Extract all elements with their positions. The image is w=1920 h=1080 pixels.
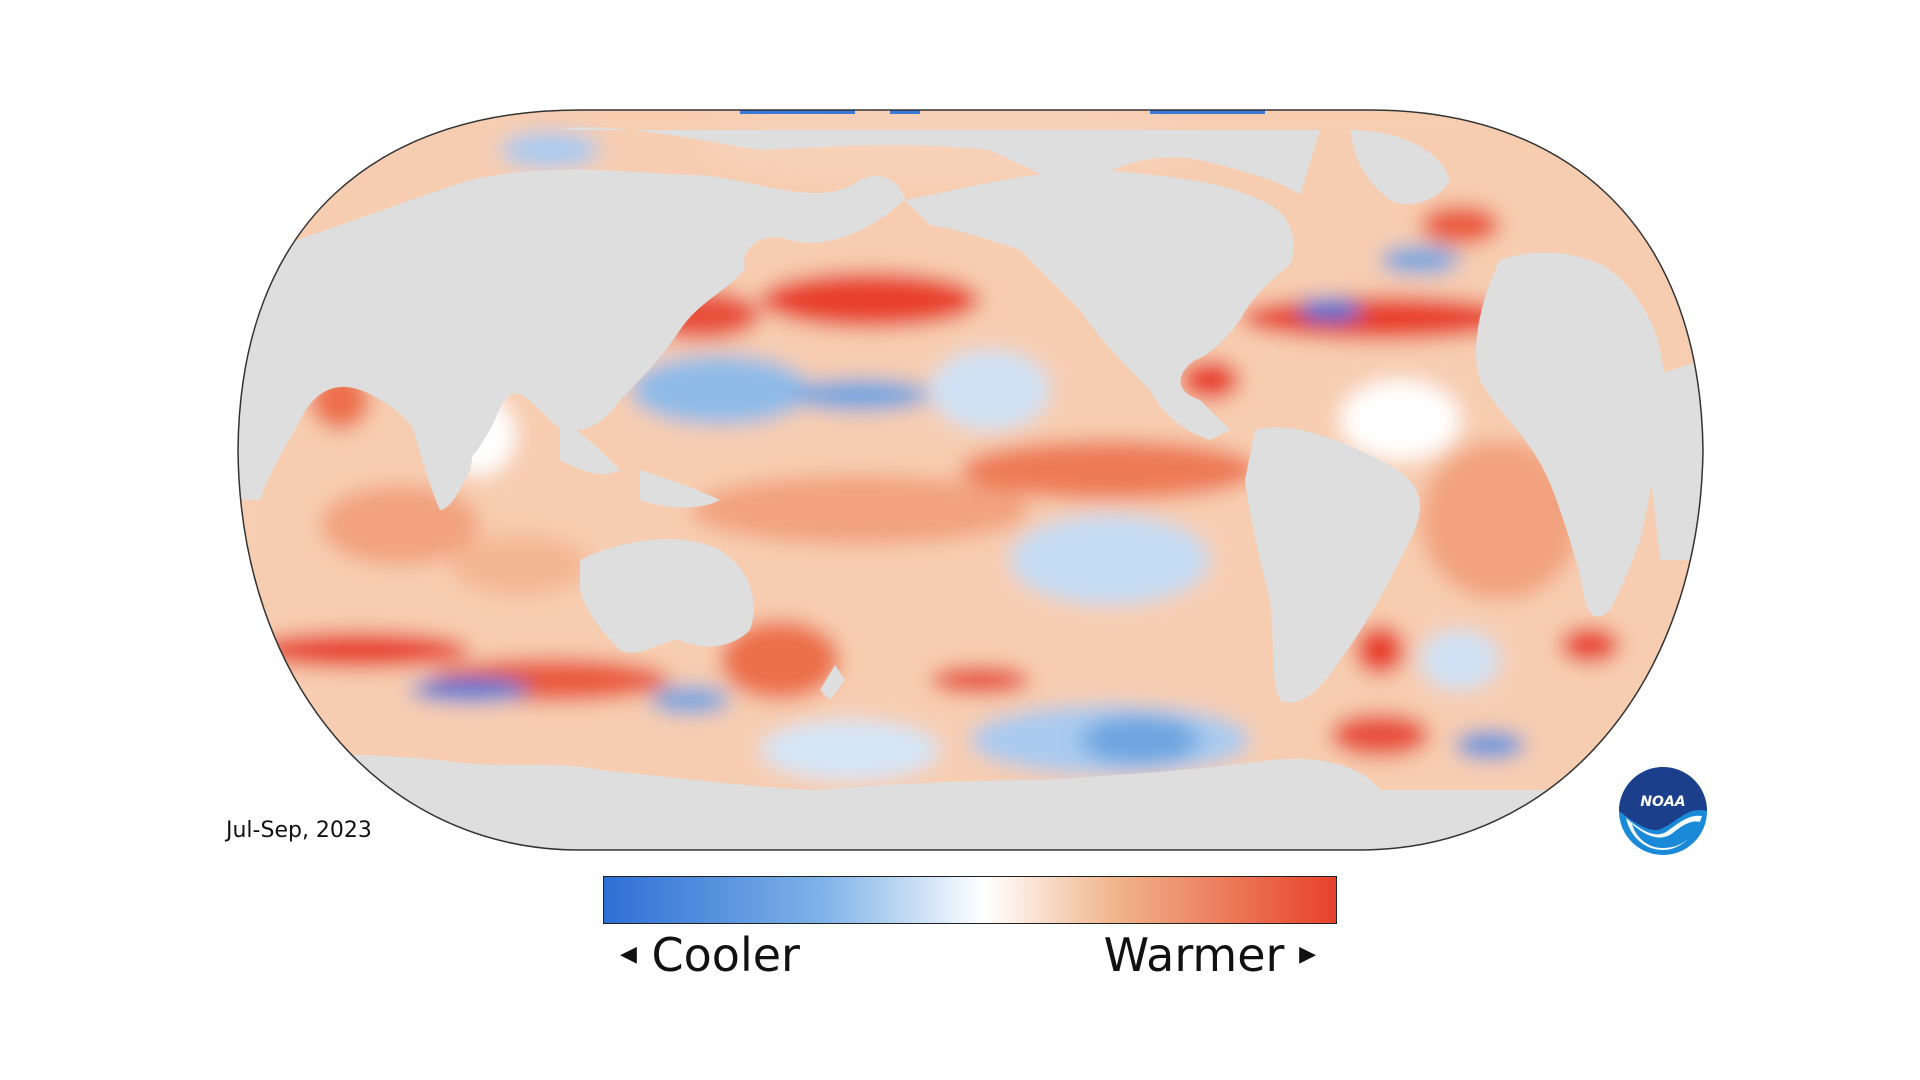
noaa-logo: NOAA <box>1619 767 1707 855</box>
map-frame <box>237 109 1704 851</box>
warmer-label: Warmer <box>1103 928 1285 982</box>
left-arrow-icon: ◀ <box>620 941 637 967</box>
noaa-logo-text: NOAA <box>1640 794 1685 810</box>
cooler-label: Cooler <box>651 928 800 982</box>
legend-warmer: Warmer ▶ <box>1104 924 1316 990</box>
color-scale-bar <box>603 876 1337 924</box>
period-label: Jul-Sep, 2023 <box>226 818 372 843</box>
right-arrow-icon: ▶ <box>1299 941 1316 967</box>
land-masses <box>238 127 1703 850</box>
legend-cooler: ◀ Cooler <box>620 924 800 990</box>
